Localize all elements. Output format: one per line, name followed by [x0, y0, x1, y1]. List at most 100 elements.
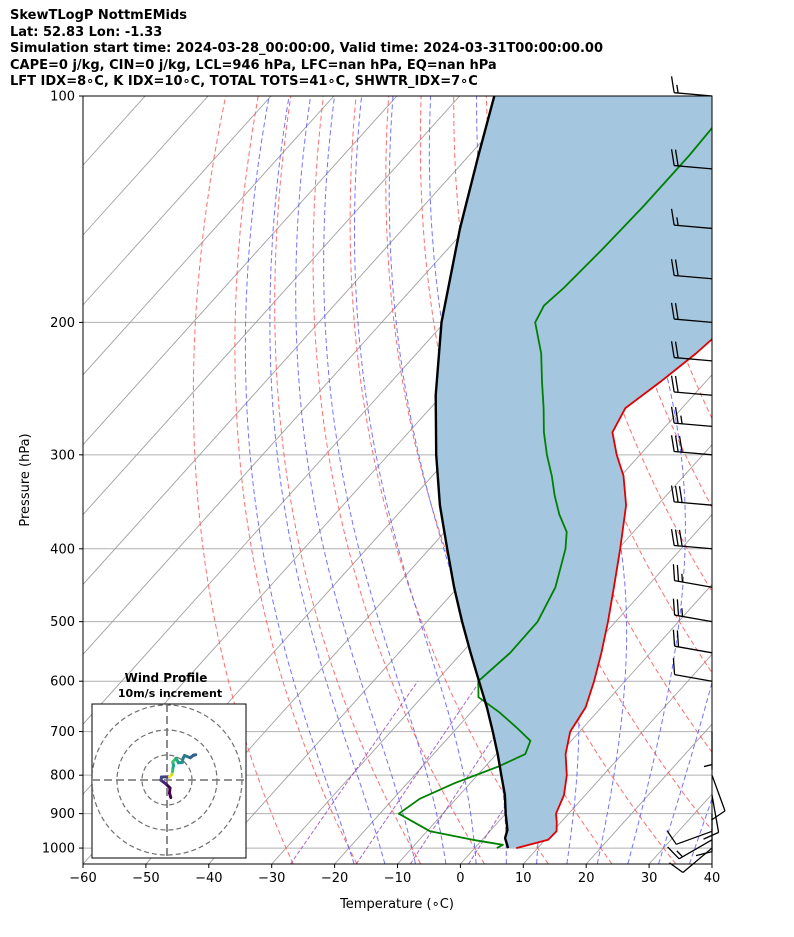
- moist-adiabat-line: [269, 96, 386, 864]
- barb-flag: [674, 375, 679, 393]
- x-tick-label: −30: [258, 871, 285, 886]
- wind-barb: [670, 302, 713, 324]
- barb-shaft: [674, 224, 713, 230]
- moist-adiabat-line: [720, 96, 794, 864]
- barb-flag: [670, 406, 675, 424]
- dry-adiabat-line: [234, 96, 358, 864]
- dewpoint-line: [397, 126, 712, 849]
- barb-flag: [710, 810, 726, 821]
- wind-barb: [672, 598, 713, 623]
- wind-barb: [670, 485, 713, 506]
- barb-shaft: [682, 847, 713, 873]
- x-tick-label: −50: [132, 871, 159, 886]
- moist-adiabat-line: [688, 797, 712, 864]
- barb-flag: [672, 658, 676, 675]
- y-tick-label: 300: [50, 448, 75, 463]
- barb-flag: [674, 435, 679, 452]
- barb-flag: [674, 341, 679, 359]
- barb-shaft: [678, 839, 713, 860]
- dry-adiabat-line: [583, 96, 712, 509]
- x-tick-label: 20: [578, 871, 595, 886]
- barb-shaft: [711, 794, 720, 833]
- barb-shaft: [674, 391, 713, 396]
- y-tick-label: 700: [50, 725, 75, 740]
- mixing-ratio-line: [355, 680, 481, 864]
- dry-adiabat-line: [385, 96, 613, 864]
- temperature-line: [516, 337, 712, 849]
- isotherm-line: [334, 443, 712, 864]
- hodograph-subtitle: 10m/s increment: [118, 687, 222, 700]
- isotherm-line: [83, 96, 272, 306]
- dry-adiabat-line: [349, 96, 549, 864]
- isotherm-line: [83, 96, 398, 446]
- barb-flag: [695, 851, 713, 857]
- barb-flag: [670, 149, 675, 166]
- barb-flag: [670, 302, 675, 320]
- wind-barb: [670, 149, 713, 170]
- wind-barb: [667, 839, 713, 860]
- barb-shaft: [674, 580, 713, 588]
- y-tick-label: 400: [50, 542, 75, 557]
- barb-flag: [670, 341, 675, 358]
- x-tick-label: −40: [195, 871, 222, 886]
- barb-flag: [667, 846, 680, 860]
- parcel-path-line: [434, 96, 510, 849]
- mixing-ratio-line: [290, 680, 419, 864]
- barb-flag: [676, 599, 680, 616]
- barb-flag: [676, 564, 680, 582]
- dry-adiabat-line: [192, 96, 294, 864]
- wind-barb: [672, 658, 713, 682]
- hodograph-frame: [91, 703, 247, 859]
- barb-flag: [674, 407, 679, 424]
- moist-adiabat-line: [354, 96, 477, 864]
- barb-half-flag: [703, 763, 713, 768]
- moist-adiabat-line: [295, 96, 416, 864]
- barb-flag: [674, 529, 679, 546]
- barb-flag: [674, 149, 679, 167]
- barb-flag: [703, 831, 719, 840]
- barb-flag: [670, 375, 675, 393]
- indices-line-1: CAPE=0 j/kg, CIN=0 j/kg, LCL=946 hPa, LF…: [10, 57, 497, 73]
- barb-shaft: [674, 92, 713, 97]
- wind-barb: [670, 435, 713, 456]
- dry-adiabat-line: [747, 96, 794, 864]
- figure-title: SkewTLogP NottmEMids: [10, 8, 188, 23]
- barb-flag: [670, 529, 675, 546]
- isotherm-line: [83, 96, 209, 236]
- barb-flag: [674, 303, 679, 320]
- barb-shaft: [676, 830, 713, 845]
- wind-barb: [670, 529, 713, 550]
- barb-flag: [670, 435, 675, 452]
- x-tick-label: −20: [321, 871, 348, 886]
- x-tick-label: 0: [456, 871, 464, 886]
- wind-barb: [670, 259, 713, 280]
- barb-half-flag: [681, 573, 684, 583]
- isotherm-line: [83, 96, 335, 376]
- wind-barb: [670, 406, 713, 428]
- barb-shaft: [711, 774, 726, 812]
- wind-barb: [670, 208, 713, 230]
- isotherm-line: [711, 863, 712, 864]
- location-line: Lat: 52.83 Lon: -1.33: [10, 24, 163, 40]
- x-tick-label: 30: [641, 871, 658, 886]
- barb-flag: [670, 208, 675, 226]
- y-tick-label: 100: [50, 90, 75, 105]
- moist-adiabat-line: [244, 96, 355, 864]
- indices-line-2: LFT IDX=8∘C, K IDX=10∘C, TOTAL TOTS=41∘C…: [10, 74, 478, 89]
- wind-barb: [670, 76, 713, 97]
- barb-shaft: [674, 614, 713, 623]
- y-tick-label: 900: [50, 807, 75, 822]
- barb-half-flag: [676, 850, 684, 858]
- wind-barb: [666, 830, 713, 845]
- moist-adiabat-line: [323, 96, 447, 864]
- hodograph-title: Wind Profile: [125, 671, 208, 685]
- barb-flag: [676, 630, 680, 647]
- barb-shaft: [674, 274, 713, 280]
- x-tick-label: −60: [69, 871, 96, 886]
- barb-shaft: [674, 673, 713, 682]
- barb-flag: [669, 862, 684, 874]
- barb-shaft: [674, 501, 713, 506]
- y-tick-label: 500: [50, 615, 75, 630]
- isotherm-line: [83, 96, 461, 516]
- hodograph-area: [92, 704, 246, 858]
